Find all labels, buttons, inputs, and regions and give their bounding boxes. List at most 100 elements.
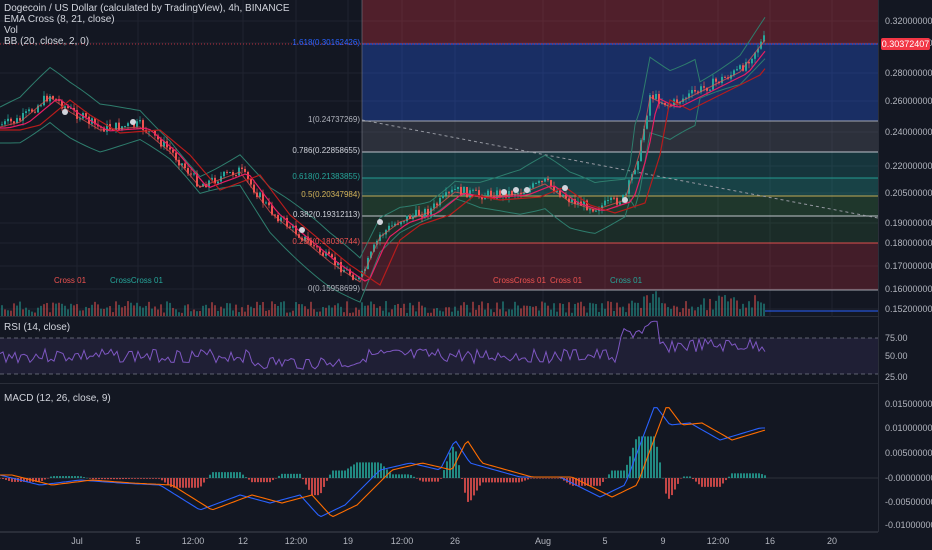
price-chart-canvas[interactable] bbox=[0, 0, 878, 317]
histogram-bar bbox=[110, 478, 112, 480]
cross-marker bbox=[130, 119, 136, 125]
vol-legend[interactable]: Vol bbox=[4, 25, 18, 36]
volume-bar bbox=[568, 302, 570, 316]
volume-bar bbox=[499, 309, 501, 316]
volume-bar bbox=[688, 308, 690, 316]
volume-bar bbox=[271, 301, 273, 316]
candle-body bbox=[25, 111, 27, 114]
volume-bar bbox=[133, 305, 135, 316]
volume-bar bbox=[166, 301, 168, 316]
time-axis[interactable]: Jul 5 12:00 12 12:00 19 12:00 26 Aug 5 9 12:00 16 20 bbox=[0, 532, 878, 550]
candle-body bbox=[139, 120, 141, 122]
volume-bar bbox=[280, 302, 282, 316]
candle-body bbox=[106, 124, 108, 132]
histogram-bar bbox=[473, 478, 475, 496]
volume-bar bbox=[268, 310, 270, 316]
volume-bar bbox=[634, 302, 636, 316]
histogram-bar bbox=[287, 473, 289, 478]
histogram-bar bbox=[383, 466, 385, 478]
rsi-tick-label: 25.00 bbox=[885, 372, 908, 382]
rsi-title[interactable]: RSI (14, close) bbox=[4, 322, 71, 333]
volume-bar bbox=[232, 310, 234, 316]
macd-tick-label: 0.01500000 bbox=[885, 399, 932, 409]
volume-bar bbox=[7, 310, 9, 316]
volume-bar bbox=[535, 306, 537, 316]
volume-bar bbox=[577, 302, 579, 316]
histogram-bar bbox=[419, 478, 421, 481]
candle-body bbox=[67, 106, 69, 109]
candle-body bbox=[646, 115, 648, 129]
bb-legend[interactable]: BB (20, close, 2, 0) bbox=[4, 36, 90, 47]
volume-bar bbox=[13, 303, 15, 316]
time-tick-label: Jul bbox=[71, 536, 83, 546]
volume-bar bbox=[373, 304, 375, 316]
volume-bar bbox=[283, 301, 285, 316]
volume-bar bbox=[103, 308, 105, 316]
volume-bar bbox=[472, 301, 474, 316]
candle-body bbox=[721, 76, 723, 84]
histogram-bar bbox=[467, 478, 469, 502]
histogram-bar bbox=[539, 478, 541, 479]
volume-bar bbox=[370, 301, 372, 316]
price-axis[interactable]: 0.320000000.300000000.280000000.26000000… bbox=[878, 0, 932, 532]
volume-bar bbox=[475, 309, 477, 316]
candle-body bbox=[751, 58, 753, 64]
macd-title[interactable]: MACD (12, 26, close, 9) bbox=[4, 393, 111, 404]
histogram-bar bbox=[695, 478, 697, 482]
volume-bar bbox=[433, 308, 435, 316]
candle-body bbox=[346, 269, 348, 271]
histogram-bar bbox=[476, 478, 478, 491]
volume-bar bbox=[31, 311, 33, 316]
time-tick-label: 16 bbox=[764, 536, 776, 546]
candle-body bbox=[448, 192, 450, 194]
histogram-bar bbox=[548, 478, 550, 479]
histogram-bar bbox=[668, 478, 670, 499]
volume-bar bbox=[139, 306, 141, 316]
rsi-canvas[interactable] bbox=[0, 318, 878, 384]
histogram-bar bbox=[764, 475, 766, 478]
histogram-bar bbox=[53, 476, 55, 478]
histogram-bar bbox=[497, 478, 499, 483]
volume-bar bbox=[244, 311, 246, 316]
volume-bar bbox=[241, 307, 243, 316]
histogram-bar bbox=[134, 478, 136, 479]
histogram-bar bbox=[431, 478, 433, 482]
candle-body bbox=[547, 178, 549, 181]
volume-bar bbox=[352, 312, 354, 316]
candle-body bbox=[724, 76, 726, 78]
macd-pane[interactable]: MACD (12, 26, close, 9) bbox=[0, 385, 878, 532]
volume-bar bbox=[301, 304, 303, 316]
price-tick-label: 0.26000000 bbox=[885, 96, 932, 106]
rsi-pane[interactable]: RSI (14, close) bbox=[0, 318, 878, 384]
fib-level-label: 0.786(0.22858655) bbox=[292, 146, 360, 155]
volume-bar bbox=[622, 306, 624, 316]
ema-legend[interactable]: EMA Cross (8, 21, close) bbox=[4, 14, 115, 25]
bb-upper-band bbox=[0, 17, 766, 259]
volume-bar bbox=[376, 307, 378, 316]
histogram-bar bbox=[422, 478, 424, 482]
histogram-bar bbox=[0, 478, 1, 479]
volume-bar bbox=[409, 302, 411, 316]
histogram-bar bbox=[254, 478, 256, 483]
symbol-title[interactable]: Dogecoin / US Dollar (calculated by Trad… bbox=[4, 3, 290, 14]
volume-bar bbox=[334, 305, 336, 316]
candle-body bbox=[700, 86, 702, 93]
volume-bar bbox=[193, 309, 195, 316]
volume-bar bbox=[547, 305, 549, 316]
volume-bar bbox=[325, 307, 327, 316]
volume-bar bbox=[406, 312, 408, 316]
macd-canvas[interactable] bbox=[0, 385, 878, 532]
histogram-bar bbox=[623, 470, 625, 478]
candle-body bbox=[568, 198, 570, 203]
volume-bar bbox=[625, 312, 627, 316]
candle-body bbox=[331, 254, 333, 258]
volume-bar bbox=[490, 309, 492, 316]
candle-body bbox=[76, 110, 78, 119]
volume-bar bbox=[247, 304, 249, 316]
candle-body bbox=[37, 105, 39, 113]
price-chart-pane[interactable]: Dogecoin / US Dollar (calculated by Trad… bbox=[0, 0, 878, 317]
histogram-bar bbox=[677, 478, 679, 484]
volume-bar bbox=[304, 306, 306, 316]
candle-body bbox=[319, 247, 321, 253]
candle-body bbox=[463, 186, 465, 195]
